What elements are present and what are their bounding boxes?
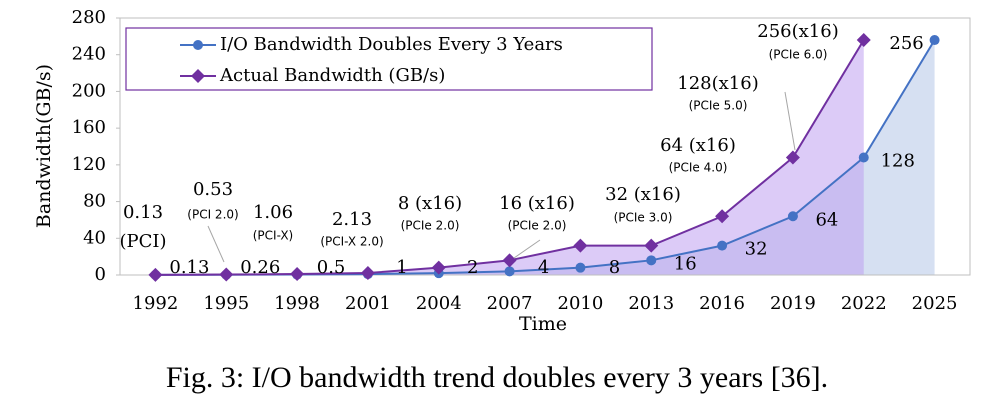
data-label: 256 (889, 33, 923, 54)
point (290, 267, 305, 282)
data-sublabel: (PCIe 2.0) (508, 219, 567, 233)
legend-marker (191, 69, 205, 83)
x-tick-label: 1995 (203, 293, 249, 314)
y-tick-label: 0 (95, 264, 106, 285)
data-sublabel: (PCI-X) (253, 229, 293, 243)
point (431, 260, 446, 275)
point (573, 238, 588, 253)
point (360, 266, 375, 281)
x-tick-label: 2004 (416, 293, 462, 314)
data-label: 64 (815, 209, 838, 230)
data-sublabel: (PCI-X 2.0) (320, 235, 383, 249)
point (787, 211, 798, 222)
legend-label: I/O Bandwidth Doubles Every 3 Years (220, 34, 563, 55)
plot-area (155, 40, 935, 275)
data-label: 8 (609, 257, 620, 278)
data-label: 4 (538, 257, 549, 278)
legend-box (125, 27, 653, 91)
data-label: 1 (396, 257, 407, 278)
point (929, 35, 940, 46)
data-label: 64 (x16) (660, 135, 736, 156)
x-tick-label: 2001 (345, 293, 391, 314)
data-sublabel: (PCIe 6.0) (769, 48, 828, 62)
data-label: 0.5 (317, 257, 346, 278)
data-label: 256(x16) (757, 21, 838, 42)
y-tick-label: 280 (72, 7, 106, 28)
x-tick-label: 1992 (133, 293, 179, 314)
leader-line (784, 91, 796, 151)
x-tick-label: 2022 (841, 293, 887, 314)
caption: Fig. 3: I/O bandwidth trend doubles ever… (166, 361, 828, 394)
data-sublabel: (PCI) (119, 231, 166, 252)
y-axis-title: Bandwidth(GB/s) (33, 64, 55, 228)
data-label: 128 (881, 151, 915, 172)
point (502, 253, 517, 268)
point (504, 266, 515, 277)
data-sublabel: (PCIe 4.0) (669, 161, 728, 175)
x-tick-label: 2007 (487, 293, 533, 314)
y-tick-label: 200 (72, 80, 106, 101)
data-label: 1.06 (253, 202, 293, 223)
point (856, 33, 871, 48)
y-tick-label: 160 (72, 117, 106, 138)
data-label: 128(x16) (677, 73, 758, 94)
data-label: 2.13 (332, 209, 372, 230)
y-tick-label: 120 (72, 154, 106, 175)
data-label: 0.53 (193, 179, 233, 200)
point (715, 209, 730, 224)
legend-marker (193, 40, 203, 50)
data-label: 0.26 (240, 257, 280, 278)
series-area (155, 40, 864, 275)
point (644, 238, 659, 253)
y-tick-label: 80 (83, 191, 106, 212)
y-tick-label: 40 (83, 227, 106, 248)
data-label: 16 (x16) (499, 193, 575, 214)
data-sublabel: (PCIe 3.0) (614, 211, 673, 225)
x-tick-label: 2019 (770, 293, 816, 314)
marks: 0.13 0.26 0.5 1 2 4 8 16 32 64 128 256 (148, 33, 940, 282)
point (646, 255, 657, 266)
x-tick-label: 2016 (699, 293, 745, 314)
y-tick-label: 240 (72, 44, 106, 65)
point (219, 267, 234, 282)
data-label: 0.13 (123, 202, 163, 223)
x-tick-label: 1998 (274, 293, 320, 314)
x-tick-label: 2013 (628, 293, 674, 314)
x-tick-label: 2010 (558, 293, 604, 314)
point (785, 150, 800, 165)
leader-line (207, 225, 225, 263)
point (717, 240, 728, 251)
point (148, 267, 163, 282)
data-label: 2 (467, 257, 478, 278)
data-sublabel: (PCIe 2.0) (401, 219, 460, 233)
data-label: 32 (x16) (605, 184, 681, 205)
data-label: 0.13 (169, 257, 209, 278)
point (858, 152, 869, 163)
plot-frame (119, 17, 971, 276)
data-label: 8 (x16) (398, 193, 462, 214)
data-label: 32 (745, 239, 768, 260)
data-label: 16 (674, 253, 697, 274)
point (575, 262, 586, 273)
x-tick-label: 2025 (912, 293, 958, 314)
legend-label: Actual Bandwidth (GB/s) (219, 65, 445, 86)
x-axis-title: Time (519, 313, 567, 335)
leader-line (513, 239, 541, 259)
data-sublabel: (PCI 2.0) (187, 208, 238, 222)
data-sublabel: (PCIe 5.0) (689, 99, 748, 113)
